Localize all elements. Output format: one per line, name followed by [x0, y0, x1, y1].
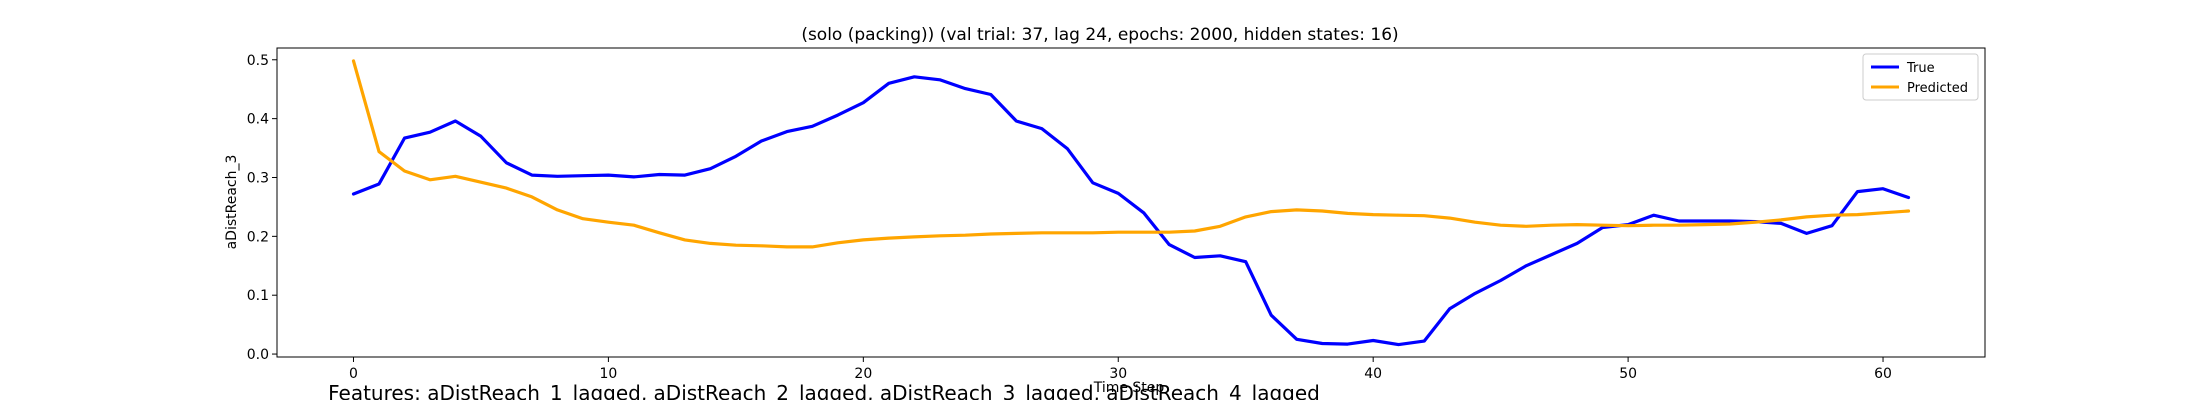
x-axis-label: Time Step	[1093, 380, 1165, 396]
legend: True Predicted	[1862, 53, 1979, 101]
chart-title: (solo (packing)) (val trial: 37, lag 24,…	[801, 25, 1398, 45]
x-tick-label: 20	[854, 366, 872, 382]
series-line-predicted	[351, 59, 1911, 249]
x-tick-label: 60	[1874, 366, 1892, 382]
x-tick-label: 50	[1619, 366, 1637, 382]
plot-area	[351, 59, 1911, 347]
series-line-true	[351, 75, 1911, 347]
y-tick-label: 0.0	[247, 347, 269, 363]
x-tick-label: 0	[349, 366, 358, 382]
legend-label-predicted: Predicted	[1907, 81, 1968, 96]
legend-label-true: True	[1906, 61, 1935, 76]
y-tick-label: 0.5	[247, 53, 269, 69]
y-tick-label: 0.3	[247, 170, 269, 186]
y-tick-label: 0.1	[247, 288, 269, 304]
plot-frame	[276, 47, 1986, 358]
y-tick-label: 0.4	[247, 112, 269, 128]
y-axis-label: aDistReach_3	[224, 155, 240, 250]
y-tick-label: 0.2	[247, 229, 269, 245]
x-tick-label: 10	[599, 366, 617, 382]
x-tick-label: 40	[1364, 366, 1382, 382]
features-caption: Features: aDistReach_1_lagged, aDistReac…	[328, 381, 1320, 400]
x-tick-label: 30	[1109, 366, 1127, 382]
axes: 0 10 20 30 40 50 60 0.0 0.1 0.2 0.3 0.4 0.5	[247, 47, 1986, 382]
